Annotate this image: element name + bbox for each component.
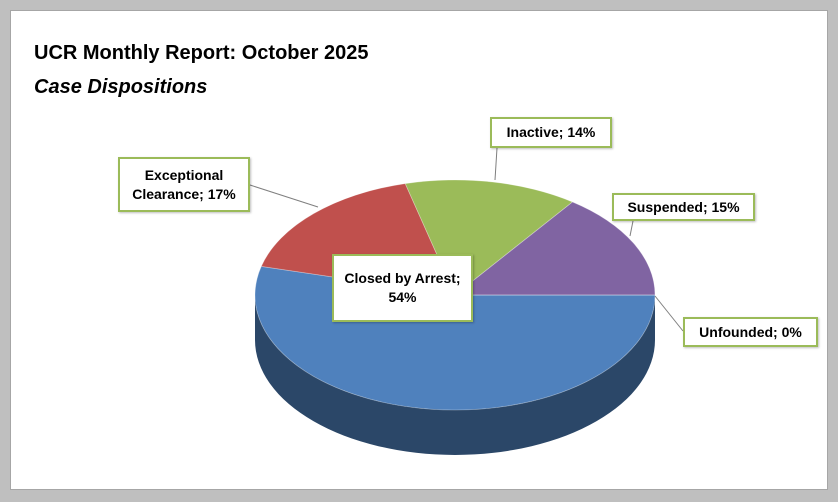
- label-separator: ;: [773, 323, 782, 340]
- data-label: Unfounded; 0%: [683, 317, 818, 347]
- data-label: Closed by Arrest; 54%: [332, 254, 473, 322]
- label-category: Exceptional Clearance: [132, 166, 224, 202]
- label-separator: ;: [455, 270, 465, 286]
- label-value: 17%: [207, 185, 236, 202]
- leader-line: [494, 147, 498, 181]
- label-category: Inactive: [506, 124, 559, 140]
- data-label: Exceptional Clearance; 17%: [118, 157, 250, 212]
- data-label: Inactive; 14%: [490, 117, 612, 148]
- data-label-text: Unfounded; 0%: [699, 323, 802, 342]
- slice: [453, 201, 656, 296]
- label-category: Closed by Arrest: [344, 270, 456, 286]
- data-label: Suspended; 15%: [612, 193, 755, 221]
- label-value: 54%: [388, 289, 417, 305]
- label-separator: ;: [558, 124, 568, 140]
- label-value: 15%: [711, 198, 740, 215]
- leader-line: [654, 295, 684, 332]
- data-label-text: Closed by Arrest; 54%: [340, 269, 465, 307]
- leader-line: [629, 220, 634, 237]
- label-category: Unfounded: [699, 323, 774, 340]
- data-label-text: Inactive; 14%: [507, 123, 596, 142]
- chart-title: UCR Monthly Report: October 2025: [34, 42, 369, 64]
- label-value: 0%: [781, 323, 802, 340]
- data-label-text: Suspended; 15%: [627, 198, 739, 217]
- leader-line: [249, 184, 319, 208]
- label-category: Suspended: [627, 198, 703, 215]
- label-separator: ;: [199, 185, 208, 202]
- label-separator: ;: [702, 198, 712, 215]
- label-value: 14%: [567, 124, 596, 140]
- chart-subtitle: Case Dispositions: [34, 76, 208, 98]
- slice-side: [255, 295, 655, 455]
- data-label-text: Exceptional Clearance; 17%: [126, 166, 242, 204]
